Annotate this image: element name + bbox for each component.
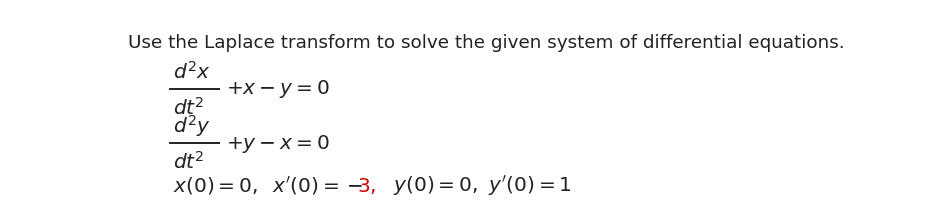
Text: $+ x - y = 0$: $+ x - y = 0$ — [226, 78, 329, 101]
Text: $y'(0) = 1$: $y'(0) = 1$ — [488, 173, 572, 198]
Text: $dt^2$: $dt^2$ — [173, 96, 204, 118]
Text: $x(0) = 0,$: $x(0) = 0,$ — [173, 175, 258, 196]
Text: $+ y - x = 0$: $+ y - x = 0$ — [226, 133, 329, 155]
Text: $d^2x$: $d^2x$ — [173, 61, 211, 83]
Text: Use the Laplace transform to solve the given system of differential equations.: Use the Laplace transform to solve the g… — [128, 34, 845, 52]
Text: $3,$: $3,$ — [357, 176, 376, 196]
Text: $dt^2$: $dt^2$ — [173, 151, 204, 173]
Text: $x'(0) = -$: $x'(0) = -$ — [272, 175, 364, 197]
Text: $y(0) = 0,$: $y(0) = 0,$ — [394, 174, 478, 197]
Text: $d^2y$: $d^2y$ — [173, 113, 211, 139]
